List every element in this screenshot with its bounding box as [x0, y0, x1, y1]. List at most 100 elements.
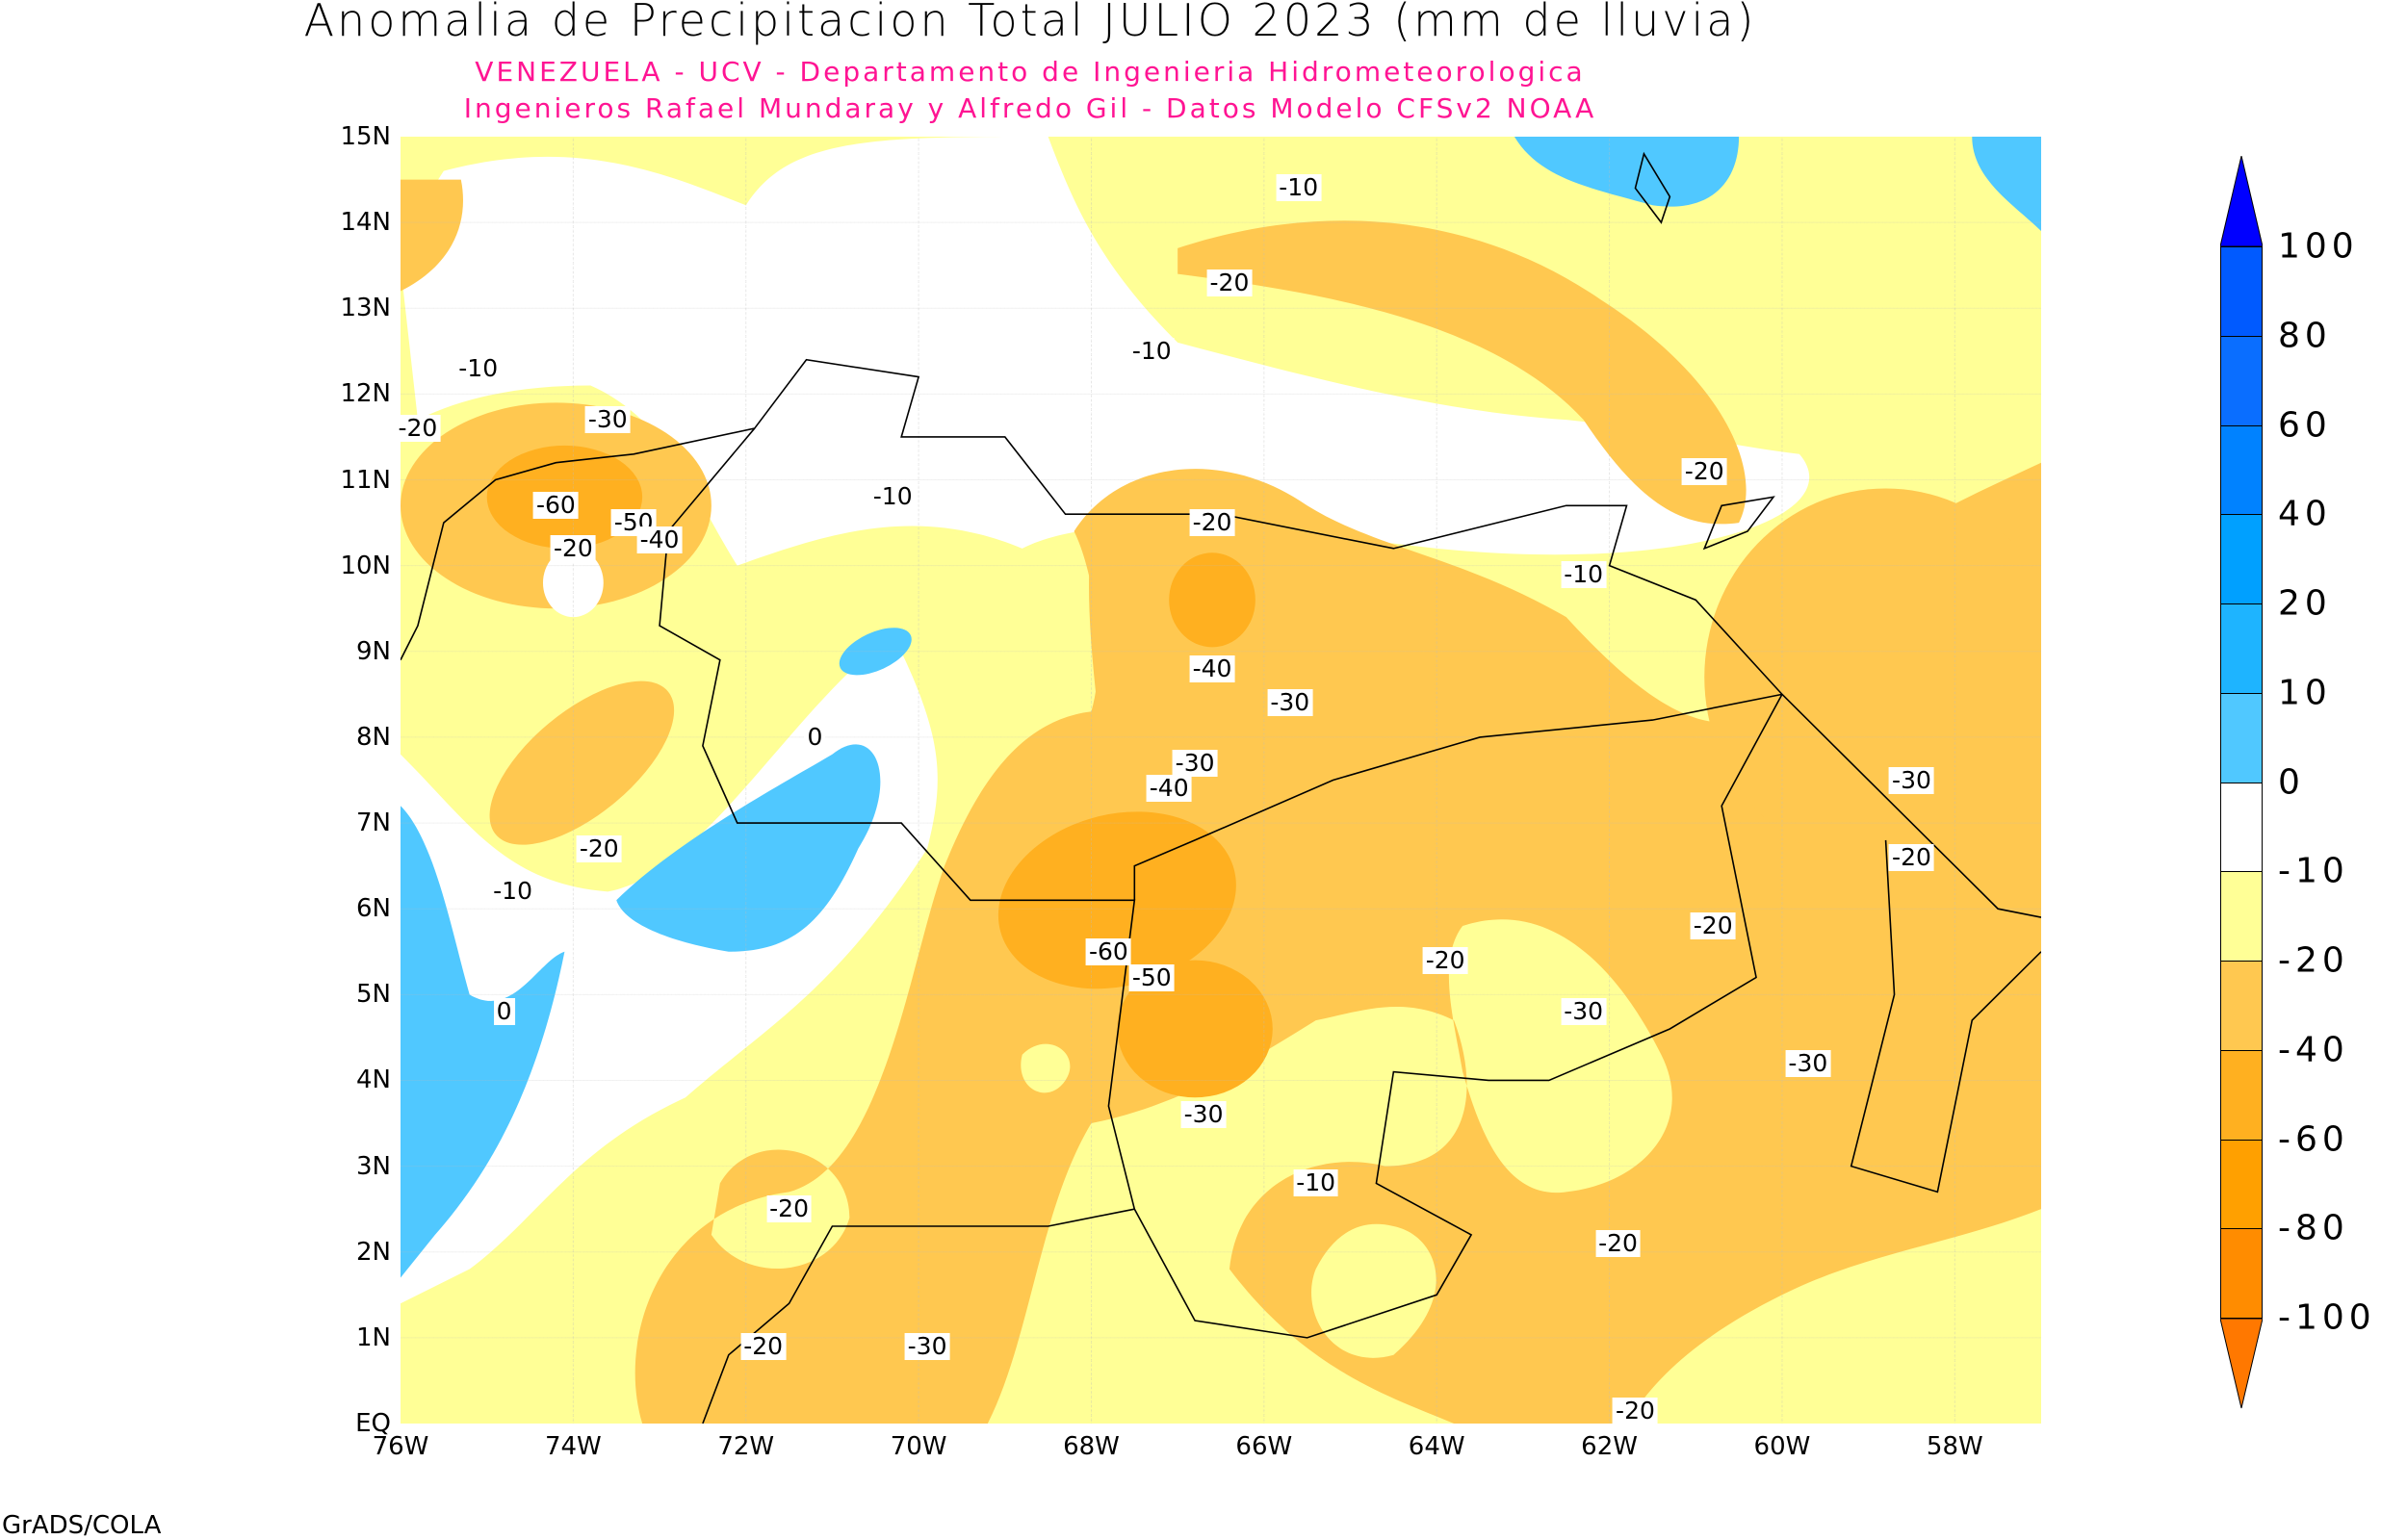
colorbar-label: 20 [2278, 583, 2332, 624]
colorbar-label: 80 [2278, 316, 2332, 356]
map-title: Anomalia de Precipitacion Total JULIO 20… [303, 0, 1757, 46]
x-tick-label: 74W [544, 1432, 602, 1461]
contour-label: -30 [584, 406, 631, 434]
x-tick-label: 60W [1753, 1432, 1811, 1461]
orange-region-main [634, 462, 2041, 1424]
contour-label: -30 [1267, 689, 1313, 717]
colorbar-segment [2220, 1049, 2263, 1141]
colorbar-label: 10 [2278, 673, 2332, 713]
contour-label: -30 [1785, 1049, 1831, 1077]
contour-label: 0 [493, 998, 515, 1026]
colorbar-segment [2220, 1139, 2263, 1230]
y-tick-label: 10N [340, 551, 391, 580]
colorbar-label: 60 [2278, 405, 2332, 445]
y-tick-label: 1N [356, 1322, 391, 1352]
blue-region-ne-corner [1972, 137, 2041, 232]
colorbar-label: -80 [2278, 1208, 2349, 1248]
contour-label: -60 [533, 492, 579, 520]
map-subtitle-1: VENEZUELA - UCV - Departamento de Ingeni… [475, 56, 1586, 88]
y-tick-label: 13N [340, 294, 391, 323]
y-tick-label: 15N [340, 122, 391, 151]
contour-label: -20 [1690, 912, 1736, 940]
colorbar-bottom-arrow [2220, 1318, 2263, 1409]
contour-label: -10 [1561, 560, 1607, 588]
colorbar-label: -20 [2278, 940, 2349, 981]
y-tick-label: 14N [340, 208, 391, 238]
colorbar-top-arrow [2220, 156, 2263, 247]
colorbar-label: 0 [2278, 762, 2305, 802]
orange-region-nw-corner [401, 179, 463, 292]
contour-label: -20 [1681, 457, 1727, 485]
contour-label: -60 [1085, 937, 1131, 965]
colorbar-label: -40 [2278, 1030, 2349, 1070]
blue-region-central-west [616, 744, 881, 952]
contour-label: -20 [1889, 843, 1934, 871]
x-tick-label: 70W [890, 1432, 947, 1461]
contour-label: -30 [1889, 766, 1934, 794]
contour-label: -30 [1561, 998, 1607, 1026]
colorbar-segment [2220, 603, 2263, 694]
white-region-north [401, 137, 1810, 566]
grads-credit: GrADS/COLA [2, 1511, 162, 1540]
contour-label: -20 [1189, 509, 1235, 537]
x-tick-label: 76W [372, 1432, 429, 1461]
x-tick-label: 58W [1926, 1432, 1983, 1461]
colorbar-segment [2220, 782, 2263, 873]
contour-label: -10 [490, 878, 535, 906]
x-tick-label: 64W [1408, 1432, 1465, 1461]
coastlines-borders [401, 154, 2041, 1424]
y-tick-label: 7N [356, 808, 391, 838]
dark-orange-north [1169, 552, 1255, 648]
x-tick-label: 72W [717, 1432, 775, 1461]
y-tick-label: 3N [356, 1151, 391, 1181]
contour-label: -20 [1613, 1397, 1658, 1424]
x-tick-label: 62W [1581, 1432, 1638, 1461]
contour-label: -30 [1172, 749, 1218, 777]
map-subtitle-2: Ingenieros Rafael Mundaray y Alfredo Gil… [463, 92, 1597, 124]
y-tick-label: 2N [356, 1237, 391, 1267]
contour-label: -50 [1128, 963, 1175, 991]
y-tick-label: 9N [356, 636, 391, 666]
colorbar-segment [2220, 335, 2263, 426]
grid-lines [401, 137, 2041, 1424]
blue-region-northeast [1514, 137, 1740, 207]
colorbar-segment [2220, 424, 2263, 516]
y-tick-label: 8N [356, 722, 391, 752]
colorbar-segment [2220, 871, 2263, 962]
x-tick-label: 68W [1063, 1432, 1120, 1461]
contour-label: -20 [395, 415, 441, 443]
precipitation-anomaly-map [401, 137, 2041, 1424]
orange-region-east-ocean [1704, 488, 2041, 866]
contour-label: -10 [455, 354, 502, 382]
colorbar-label: 100 [2278, 226, 2359, 267]
contour-label: -10 [1293, 1169, 1339, 1197]
contour-label: -20 [550, 534, 596, 562]
colorbar-segment [2220, 961, 2263, 1051]
contour-label: -20 [766, 1195, 812, 1223]
y-tick-label: 12N [340, 379, 391, 409]
contour-label: -40 [1189, 654, 1235, 682]
orange-region-west-2 [489, 680, 675, 845]
contour-label: -10 [869, 483, 916, 511]
colorbar-segment [2220, 1228, 2263, 1319]
y-tick-label: 11N [340, 465, 391, 495]
contour-label: -20 [1595, 1229, 1641, 1257]
contour-label: -20 [1422, 946, 1468, 974]
y-tick-label: EQ [355, 1409, 391, 1438]
colorbar-label: -100 [2278, 1297, 2376, 1338]
colorbar-segment [2220, 514, 2263, 604]
colorbar-segment [2220, 246, 2263, 337]
contour-label: -40 [1146, 775, 1192, 803]
contour-label: 0 [804, 723, 826, 751]
y-tick-label: 4N [356, 1065, 391, 1095]
colorbar-segment [2220, 692, 2263, 783]
contour-label: -30 [1180, 1101, 1227, 1129]
contour-label: -40 [636, 526, 683, 553]
blue-region-west [401, 806, 565, 1278]
contour-label: -20 [576, 834, 622, 862]
contour-label: -30 [904, 1332, 950, 1360]
contour-label: -20 [740, 1332, 787, 1360]
colorbar-label: -10 [2278, 851, 2349, 891]
colorbar-label: -60 [2278, 1119, 2349, 1159]
contour-label: -10 [1128, 337, 1175, 365]
